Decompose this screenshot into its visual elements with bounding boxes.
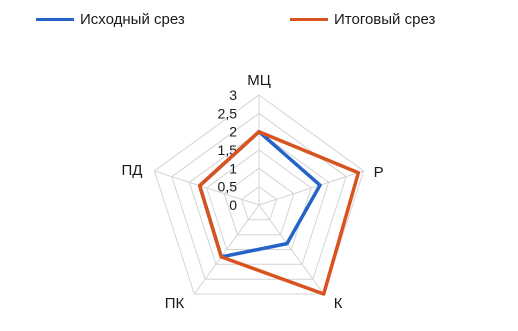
grid-ring-4 bbox=[188, 131, 330, 265]
series-line-final bbox=[197, 129, 361, 296]
axis-label-0: МЦ bbox=[247, 72, 271, 89]
grid-spoke-3 bbox=[193, 204, 260, 295]
grid-ring-5 bbox=[171, 112, 347, 280]
tick-label: 0 bbox=[229, 197, 237, 213]
grid-ring-6 bbox=[153, 94, 365, 295]
axis-label-2: К bbox=[334, 295, 343, 312]
grid-spoke-2 bbox=[258, 204, 325, 295]
tick-label: 2 bbox=[229, 124, 237, 140]
legend-item-final: Итоговый срез bbox=[290, 6, 435, 32]
tick-labels: 00,511,522,53 bbox=[218, 87, 238, 213]
grid-ring-1 bbox=[241, 186, 277, 221]
axis-label-3: ПК bbox=[165, 295, 185, 312]
grid-spoke-4 bbox=[154, 170, 260, 206]
tick-label: 2,5 bbox=[218, 105, 238, 121]
axis-label-4: ПД bbox=[121, 162, 142, 179]
radar-grid bbox=[153, 94, 365, 295]
axis-label-1: Р bbox=[374, 164, 384, 181]
legend-label-final: Итоговый срез bbox=[334, 10, 436, 28]
legend: Исходный срез Итоговый срез bbox=[0, 6, 518, 32]
grid-spoke-1 bbox=[258, 170, 364, 206]
data-series bbox=[197, 129, 361, 296]
tick-label: 1 bbox=[229, 160, 237, 176]
tick-label: 0,5 bbox=[218, 179, 238, 195]
legend-swatch-final bbox=[290, 17, 328, 21]
legend-swatch-initial bbox=[36, 17, 74, 21]
legend-item-initial: Исходный срез bbox=[36, 6, 185, 32]
legend-label-initial: Исходный срез bbox=[80, 10, 185, 28]
tick-label: 3 bbox=[229, 87, 237, 103]
grid-ring-2 bbox=[223, 167, 295, 236]
axis-labels: МЦ Р К ПК ПД bbox=[121, 72, 383, 312]
